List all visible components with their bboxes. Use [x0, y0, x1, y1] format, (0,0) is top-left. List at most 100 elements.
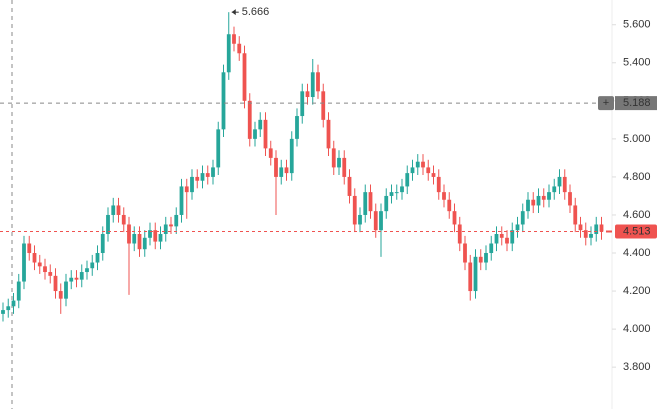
y-tick-label: 5.400	[623, 57, 651, 69]
candle-body	[137, 233, 142, 250]
last-price-box	[615, 224, 657, 239]
candle-body	[589, 233, 593, 238]
candle-body	[326, 119, 331, 149]
candle-body	[457, 224, 462, 244]
candle-body	[27, 243, 32, 254]
candle-body	[442, 192, 446, 200]
candle-body	[536, 195, 541, 206]
candle-body	[16, 281, 21, 301]
y-tick-label: 4.400	[623, 247, 651, 259]
candle-body	[205, 173, 210, 177]
crosshair-button	[598, 96, 614, 111]
candle-body	[373, 211, 378, 231]
candle-body	[22, 243, 26, 282]
candle-body	[379, 211, 383, 231]
candle-body	[127, 224, 131, 244]
candle-body	[384, 195, 389, 212]
candle-body	[111, 205, 116, 215]
candle-body	[426, 167, 431, 174]
candle-body	[531, 199, 536, 206]
candle-body	[58, 291, 63, 299]
candle-body	[389, 192, 394, 196]
candle-body	[247, 100, 252, 139]
candle-body	[358, 214, 362, 225]
candle-body	[174, 214, 179, 227]
candle-body	[106, 214, 110, 234]
candle-body	[284, 167, 289, 174]
candle-body	[237, 43, 242, 54]
candle-body	[568, 192, 572, 206]
candle-body	[263, 119, 268, 149]
candle-body	[169, 224, 173, 227]
candle-body	[295, 116, 299, 139]
candle-body	[400, 186, 404, 193]
candle-body	[468, 262, 473, 292]
candle-body	[79, 272, 84, 280]
candle-body	[547, 192, 551, 200]
candle-body	[121, 214, 126, 225]
candle-body	[421, 161, 425, 168]
candle-body	[195, 176, 200, 181]
candle-body	[142, 237, 147, 250]
candle-body	[64, 281, 68, 299]
candle-body	[221, 72, 226, 130]
candle-body	[258, 119, 263, 130]
y-tick-label: 5.600	[623, 19, 651, 31]
candle-body	[473, 256, 478, 292]
candle-body	[274, 157, 278, 177]
y-tick-label: 3.800	[623, 361, 651, 373]
candle-body	[552, 186, 557, 193]
candle-body	[132, 233, 137, 244]
candle-body	[562, 176, 567, 193]
candle-body	[578, 224, 583, 231]
candle-body	[347, 176, 352, 196]
candle-body	[305, 91, 310, 98]
candle-body	[415, 161, 420, 168]
crosshair-label: 5.188	[623, 97, 651, 109]
candle-body	[253, 129, 257, 139]
candle-body	[494, 233, 499, 244]
candle-body	[321, 91, 326, 120]
candle-body	[594, 224, 599, 234]
candle-body	[90, 262, 95, 269]
candle-body	[268, 148, 273, 158]
annotation-arrowhead	[231, 9, 236, 16]
candle-body	[573, 205, 578, 225]
candle-body	[37, 262, 42, 267]
candle-body	[436, 176, 441, 193]
y-tick-label: 4.800	[623, 171, 651, 183]
candle-body	[179, 186, 184, 215]
candle-body	[153, 230, 158, 242]
candle-body	[310, 72, 315, 98]
y-tick-label: 5.000	[623, 133, 651, 145]
candle-body	[279, 167, 284, 177]
candle-body	[32, 253, 37, 263]
candle-body	[510, 230, 515, 244]
candle-body	[100, 233, 105, 254]
candle-body	[158, 233, 163, 242]
candle-body	[74, 277, 79, 280]
candle-body	[452, 211, 457, 225]
y-tick-label: 4.600	[623, 209, 651, 221]
candle-body	[478, 256, 483, 263]
candle-body	[499, 233, 504, 238]
candle-body	[48, 272, 53, 276]
candle-body	[116, 205, 121, 215]
candle-body	[515, 224, 520, 231]
candle-body	[337, 157, 341, 168]
crosshair-plus: +	[603, 97, 609, 109]
candle-body	[289, 138, 294, 174]
candle-body	[410, 167, 415, 174]
y-tick-label: 4.200	[623, 285, 651, 297]
candle-body	[226, 34, 231, 73]
candle-body	[352, 195, 357, 225]
candle-body	[184, 186, 189, 193]
candle-body	[520, 211, 525, 225]
candle-body	[232, 34, 236, 44]
candle-body	[331, 148, 336, 168]
candle-body	[1, 310, 5, 314]
candle-body	[463, 243, 467, 263]
y-tick-label: 4.000	[623, 323, 651, 335]
candle-body	[489, 243, 494, 254]
